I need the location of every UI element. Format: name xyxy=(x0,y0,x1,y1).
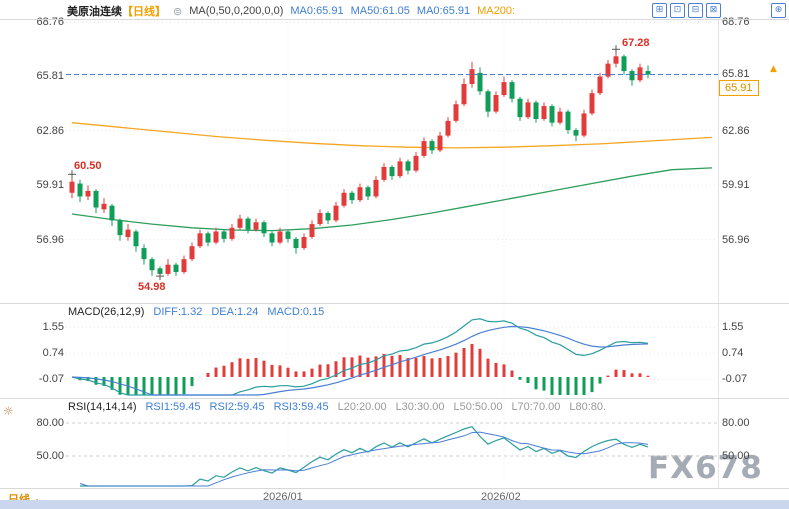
rsi2-value: RSI2:59.45 xyxy=(209,401,265,413)
rsi3-value: RSI3:59.45 xyxy=(273,401,329,413)
rsi-header: RSI(14,14,14) RSI1:59.45 RSI2:59.45 RSI3… xyxy=(68,401,606,413)
axis-divider xyxy=(718,20,719,488)
panel-divider xyxy=(0,303,789,304)
rsi-level-50: L50:50.00 xyxy=(453,401,503,413)
close-panel-icon[interactable]: ⊠ xyxy=(706,3,721,18)
y-axis-label: 62.86 xyxy=(36,125,64,137)
macd-axis-label: -0.07 xyxy=(722,373,748,385)
macd-axis-label: -0.07 xyxy=(38,373,64,385)
macd-header: MACD(26,12,9) DIFF:1.32 DEA:1.24 MACD:0.… xyxy=(68,306,324,318)
rsi-level-70: L70:70.00 xyxy=(511,401,561,413)
add-panel-icon[interactable]: ⊞ xyxy=(652,3,667,18)
compress-icon[interactable]: ⊟ xyxy=(688,3,703,18)
rsi-axis-label: 80.00 xyxy=(722,417,750,429)
rsi-axis-label: 50.00 xyxy=(36,450,64,462)
panel-divider xyxy=(0,19,789,20)
y-axis-label: 59.91 xyxy=(722,179,750,191)
rsi-level-80: L80:80. xyxy=(569,401,607,413)
macd-axis-label: 0.74 xyxy=(722,347,744,359)
ma50-value: MA50:61.05 xyxy=(350,5,410,17)
y-axis-label: 65.81 xyxy=(722,68,750,80)
rsi-axis-label: 80.00 xyxy=(36,417,64,429)
chart-header: 美原油连续 【日线】 ⊜ MA(0,50,0,200,0,0) MA0:65.9… xyxy=(67,3,515,19)
macd-axis-label: 0.74 xyxy=(42,347,64,359)
ma0-value: MA0:65.91 xyxy=(290,5,344,17)
macd-axis-label: 1.55 xyxy=(42,321,64,333)
symbol-title: 美原油连续 xyxy=(67,6,122,18)
macd-axis-label: 1.55 xyxy=(722,321,744,333)
rsi-level-30: L30:30.00 xyxy=(395,401,445,413)
macd-diff-value: DIFF:1.32 xyxy=(153,306,203,318)
rsi-level-20: L20:20.00 xyxy=(337,401,387,413)
rsi-title: RSI(14,14,14) xyxy=(68,401,137,413)
ma-settings: MA(0,50,0,200,0,0) xyxy=(189,5,284,17)
y-axis-label: 68.76 xyxy=(722,16,750,28)
last-price-tag: 65.91 xyxy=(719,80,759,96)
y-axis-label: 65.81 xyxy=(36,70,64,82)
ma200-value: MA200: xyxy=(477,5,516,17)
panel-divider xyxy=(0,488,789,489)
fullscreen-icon[interactable]: ⊕ xyxy=(771,3,786,18)
horizontal-scrollbar[interactable] xyxy=(0,500,789,509)
chart-toolbar: ⊞ ⊡ ⊟ ⊠ xyxy=(652,3,721,18)
period-label: 【日线】 xyxy=(122,6,166,18)
y-axis-label: 62.86 xyxy=(722,125,750,137)
rsi1-value: RSI1:59.45 xyxy=(145,401,201,413)
y-axis-label: 59.91 xyxy=(36,179,64,191)
y-axis-label: 68.76 xyxy=(36,16,64,28)
y-axis-label: 56.96 xyxy=(36,234,64,246)
macd-hist-value: MACD:0.15 xyxy=(267,306,325,318)
ma0-value-2: MA0:65.91 xyxy=(416,5,471,17)
macd-dea-value: DEA:1.24 xyxy=(211,306,259,318)
scroll-to-latest-icon[interactable]: ▲ xyxy=(770,64,777,74)
price-annotation-high: 67.28 xyxy=(622,37,650,49)
macd-title: MACD(26,12,9) xyxy=(68,306,145,318)
rsi-axis-label: 50.00 xyxy=(722,450,750,462)
grid-layout-icon[interactable]: ⊡ xyxy=(670,3,685,18)
y-axis-label: 56.96 xyxy=(722,234,750,246)
indicator-settings-icon[interactable]: ⊜ xyxy=(173,4,183,18)
price-annotation-low: 54.98 xyxy=(138,281,166,293)
panel-divider xyxy=(0,398,789,399)
price-annotation-high: 60.50 xyxy=(74,160,102,172)
indicator-gear-icon[interactable]: ☼ xyxy=(3,404,14,418)
